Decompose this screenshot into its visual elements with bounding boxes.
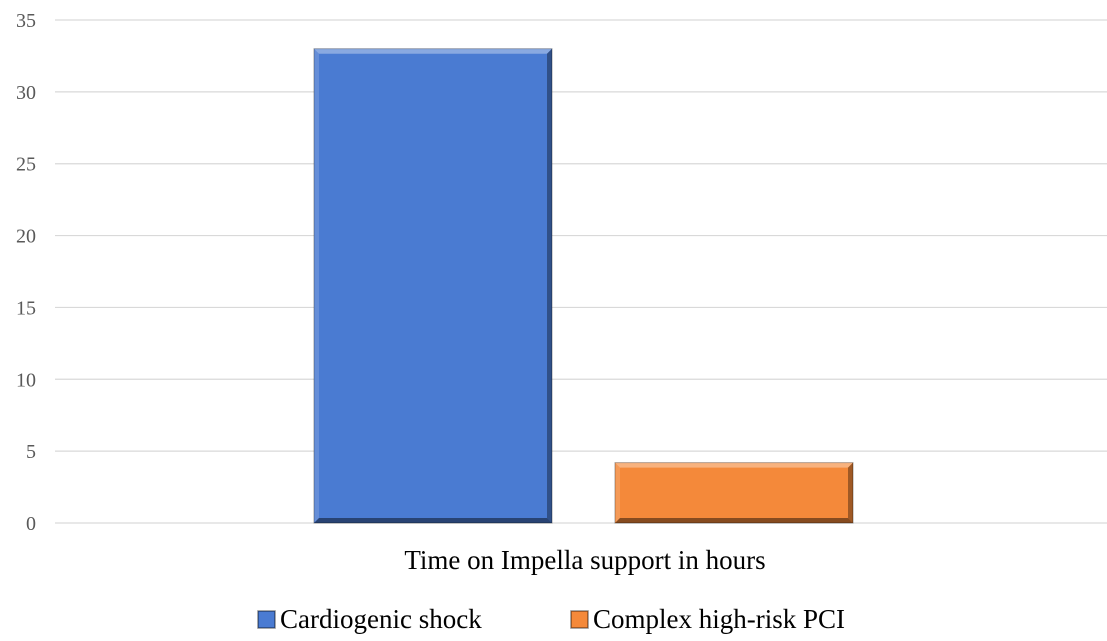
bar-complex-high-risk-pci [614, 462, 854, 524]
y-tick-label: 35 [16, 10, 36, 32]
legend-swatch-complex-high-risk-pci [570, 610, 589, 629]
legend-item-cardiogenic-shock: Cardiogenic shock [257, 604, 482, 634]
y-tick-label: 10 [16, 369, 36, 391]
gridlines [55, 19, 1107, 524]
y-tick-label: 25 [16, 154, 36, 176]
legend-label-cardiogenic-shock: Cardiogenic shock [280, 604, 482, 634]
y-axis-ticks: 0 5 10 15 20 25 30 35 [16, 10, 36, 535]
legend-item-complex-high-risk-pci: Complex high-risk PCI [570, 604, 845, 634]
y-tick-label: 5 [26, 441, 36, 463]
bar-cardiogenic-shock [313, 48, 553, 524]
y-tick-label: 0 [26, 513, 36, 535]
legend-swatch-cardiogenic-shock [257, 610, 276, 629]
y-tick-label: 15 [16, 297, 36, 319]
x-category-label: Time on Impella support in hours [404, 545, 765, 575]
bars [313, 48, 854, 524]
legend: Cardiogenic shock Complex high-risk PCI [257, 604, 845, 634]
y-tick-label: 30 [16, 82, 36, 104]
y-tick-label: 20 [16, 226, 36, 248]
legend-label-complex-high-risk-pci: Complex high-risk PCI [593, 604, 845, 634]
